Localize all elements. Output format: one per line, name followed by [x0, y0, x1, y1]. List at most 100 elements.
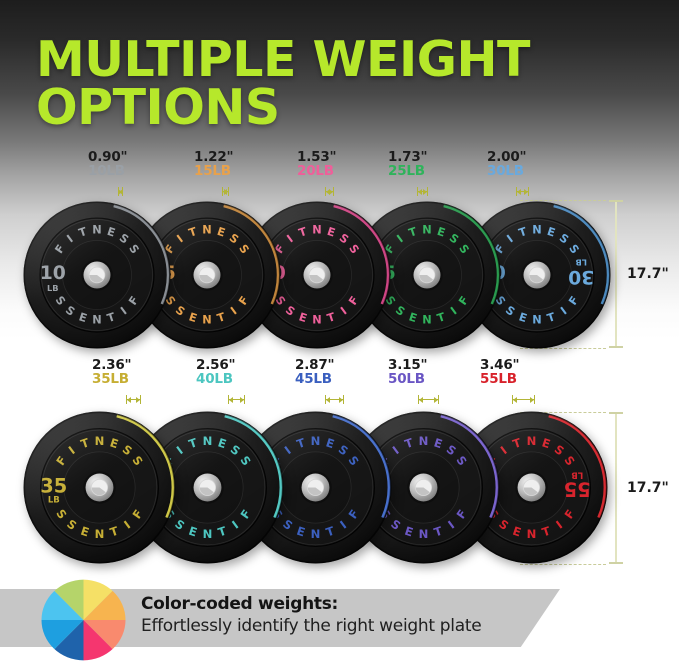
diameter-guide-top-lower	[520, 348, 606, 349]
plate-row-bottom: FITNESSFITNESS55LB55LBFITNESSFITNESS50LB…	[0, 358, 679, 573]
weight-value: 55LB	[480, 371, 517, 388]
color-wheel-icon	[41, 579, 126, 661]
weight-value: 40LB	[196, 371, 233, 388]
weight-plate-55lb[interactable]: FITNESSFITNESS55LB55LB	[454, 410, 609, 565]
marker-arrow-right	[423, 188, 427, 195]
thickness-marker-25lb	[417, 187, 428, 196]
weight-value: 20LB	[297, 163, 334, 180]
thickness-marker-40lb	[228, 395, 245, 404]
marker-line	[418, 399, 439, 400]
page-title: MULTIPLE WEIGHT OPTIONS	[36, 31, 530, 137]
marker-arrow-left	[326, 396, 330, 403]
marker-arrow-right	[224, 188, 228, 195]
banner-subtext: Effortlessly identify the right weight p…	[141, 616, 482, 637]
diameter-label-top: 17.7"	[627, 266, 669, 282]
plate-label-20lb: 1.53" 20LB	[297, 149, 337, 180]
marker-arrow-left	[326, 188, 330, 195]
banner-heading: Color-coded weights:	[141, 594, 339, 614]
dimension-tick-top	[609, 412, 623, 414]
weight-plate-35lb[interactable]: FITNESSFITNESS35LB	[22, 410, 177, 565]
marker-arrow-right	[530, 396, 534, 403]
marker-line	[417, 191, 428, 192]
marker-arrow-left	[229, 396, 233, 403]
marker-cap-right	[438, 395, 439, 404]
marker-arrow-left	[419, 396, 423, 403]
thickness-value: 1.22"	[194, 149, 234, 165]
diameter-guide-top-upper	[520, 200, 606, 201]
weight-plate-40lb[interactable]: FITNESSFITNESS40LB	[130, 410, 285, 565]
diameter-guide-bottom-upper	[520, 412, 606, 413]
diameter-callout-bottom: 17.7"	[603, 412, 679, 564]
plate-row-top: FITNESSFITNESS30LB30LBFITNESSFITNESS25LB…	[0, 150, 679, 360]
dimension-line	[615, 412, 617, 564]
thickness-marker-35lb	[126, 395, 141, 404]
dimension-tick-bottom	[609, 346, 623, 348]
marker-cap-right	[228, 187, 229, 196]
diameter-callout-top: 17.7"	[603, 200, 679, 348]
dimension-tick-top	[609, 200, 623, 202]
marker-arrow-right	[136, 396, 140, 403]
marker-cap-right	[427, 187, 428, 196]
marker-arrow-right	[339, 396, 343, 403]
diameter-label-bottom: 17.7"	[627, 480, 669, 496]
weight-plate-10lb[interactable]: FITNESSFITNESS10LB	[22, 200, 172, 350]
thickness-marker-50lb	[418, 395, 439, 404]
weight-value: 50LB	[388, 371, 425, 388]
thickness-marker-30lb	[516, 187, 529, 196]
marker-arrow-left	[517, 188, 521, 195]
thickness-value: 2.56"	[196, 357, 236, 373]
thickness-value: 2.87"	[295, 357, 335, 373]
marker-arrow-left	[513, 396, 517, 403]
plate-label-40lb: 2.56" 40LB	[196, 357, 236, 388]
thickness-value: 2.00"	[487, 149, 527, 165]
marker-line	[516, 191, 529, 192]
diameter-guide-bottom-lower	[520, 564, 606, 565]
marker-arrow-right	[329, 188, 333, 195]
marker-arrow-right	[118, 188, 122, 195]
weight-value: 15LB	[194, 163, 231, 180]
marker-cap-right	[534, 395, 535, 404]
banner-text-block: Color-coded weights: Effortlessly identi…	[141, 594, 571, 637]
marker-arrow-right	[240, 396, 244, 403]
thickness-marker-55lb	[512, 395, 535, 404]
weight-value: 35LB	[92, 371, 129, 388]
plate-label-30lb: 2.00" 30LB	[487, 149, 527, 180]
marker-line	[512, 399, 535, 400]
marker-cap-right	[343, 395, 344, 404]
thickness-marker-15lb	[222, 187, 229, 196]
thickness-value: 0.90"	[88, 149, 128, 165]
weight-value: 45LB	[295, 371, 332, 388]
thickness-marker-45lb	[325, 395, 344, 404]
thickness-value: 3.46"	[480, 357, 520, 373]
plate-label-10lb: 0.90" 10LB	[88, 149, 128, 180]
marker-line	[325, 399, 344, 400]
weight-value: 25LB	[388, 163, 425, 180]
thickness-value: 1.53"	[297, 149, 337, 165]
weight-plate-45lb[interactable]: FITNESSFITNESS45LB	[238, 410, 393, 565]
weight-plate-25lb[interactable]: FITNESSFITNESS25LB	[352, 200, 502, 350]
plate-label-35lb: 2.36" 35LB	[92, 357, 132, 388]
thickness-marker-20lb	[325, 187, 334, 196]
marker-arrow-right	[434, 396, 438, 403]
marker-arrow-left	[127, 396, 131, 403]
plate-label-50lb: 3.15" 50LB	[388, 357, 428, 388]
dimension-tick-bottom	[609, 562, 623, 564]
marker-line	[228, 399, 245, 400]
thickness-marker-10lb	[118, 187, 123, 196]
plate-label-45lb: 2.87" 45LB	[295, 357, 335, 388]
marker-cap-right	[333, 187, 334, 196]
marker-cap-right	[140, 395, 141, 404]
plate-label-25lb: 1.73" 25LB	[388, 149, 428, 180]
plate-label-15lb: 1.22" 15LB	[194, 149, 234, 180]
plate-label-55lb: 3.46" 55LB	[480, 357, 520, 388]
thickness-value: 3.15"	[388, 357, 428, 373]
marker-cap-right	[528, 187, 529, 196]
dimension-line	[615, 200, 617, 348]
weight-value: 10LB	[88, 163, 125, 180]
thickness-value: 2.36"	[92, 357, 132, 373]
marker-cap-right	[244, 395, 245, 404]
marker-arrow-right	[524, 188, 528, 195]
marker-line	[126, 399, 141, 400]
thickness-value: 1.73"	[388, 149, 428, 165]
